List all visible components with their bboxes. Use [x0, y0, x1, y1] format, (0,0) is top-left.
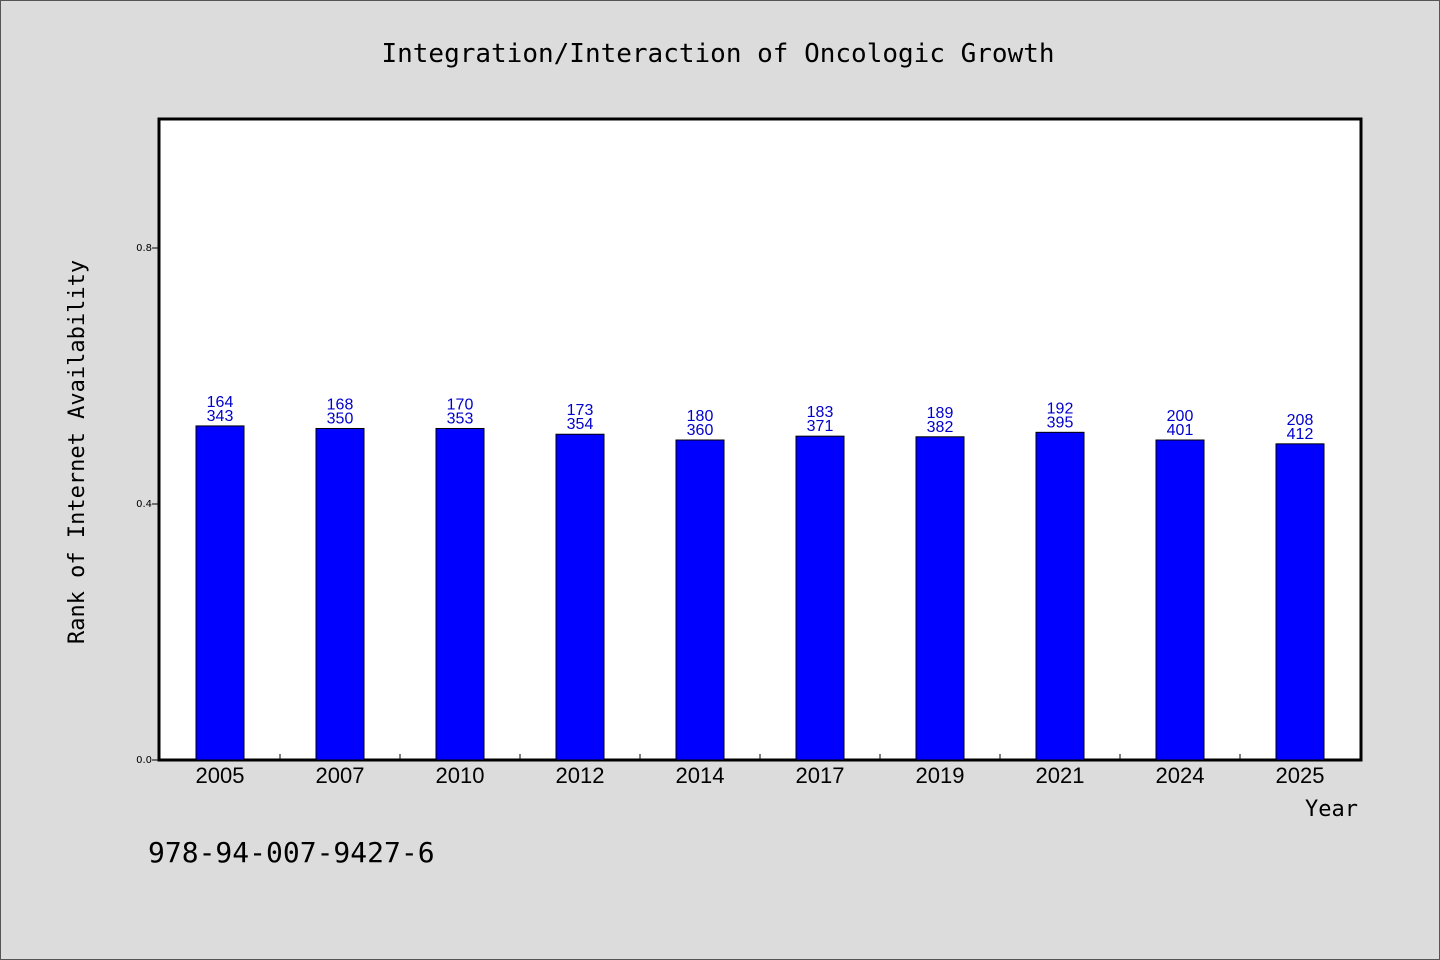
bar [555, 433, 605, 761]
y-tick-label: 0.8 [136, 243, 152, 254]
data-label-bottom: 360 [687, 422, 714, 439]
bars [195, 425, 1325, 761]
data-label-bottom: 395 [1047, 414, 1074, 431]
bar [1035, 431, 1085, 761]
data-label-bottom: 353 [447, 410, 474, 427]
chart-title: Integration/Interaction of Oncologic Gro… [381, 39, 1054, 69]
x-tick-label: 2010 [436, 763, 485, 788]
data-label-bottom: 354 [567, 416, 594, 433]
y-tick-label: 0.0 [136, 755, 152, 766]
bar [915, 436, 965, 761]
x-tick-label: 2025 [1276, 763, 1325, 788]
bar [795, 435, 845, 761]
y-axis-ticks: 0.0 0.4 0.8 [136, 243, 160, 766]
data-label-top: 170 [447, 396, 474, 413]
data-label-top: 189 [927, 405, 954, 422]
data-label-bottom: 382 [927, 419, 954, 436]
y-tick-label: 0.4 [136, 499, 152, 510]
x-axis-label: Year [1305, 797, 1358, 822]
data-label-bottom: 401 [1167, 422, 1194, 439]
bar [435, 427, 485, 761]
data-label-top: 168 [327, 396, 354, 413]
data-label-bottom: 371 [807, 418, 834, 435]
x-tick-label: 2024 [1156, 763, 1205, 788]
data-label-top: 192 [1047, 400, 1074, 417]
x-tick-label: 2019 [916, 763, 965, 788]
bar [1275, 443, 1325, 761]
bar [315, 427, 365, 761]
data-label-top: 208 [1287, 412, 1314, 429]
x-tick-label: 2014 [676, 763, 725, 788]
x-tick-label: 2021 [1036, 763, 1085, 788]
data-label-bottom: 350 [327, 410, 354, 427]
data-label-top: 200 [1167, 408, 1194, 425]
data-label-top: 173 [567, 402, 594, 419]
isbn-text: 978-94-007-9427-6 [148, 836, 435, 869]
bar [195, 425, 245, 761]
data-label-top: 164 [207, 394, 234, 411]
data-label-top: 180 [687, 408, 714, 425]
data-label-bottom: 412 [1287, 426, 1314, 443]
x-axis-ticks: 2005 2007 2010 2012 2014 2017 2019 2021 2024 2025 [196, 754, 1325, 788]
x-tick-label: 2005 [196, 763, 245, 788]
bar [675, 439, 725, 761]
x-tick-label: 2007 [316, 763, 365, 788]
bar [1155, 439, 1205, 761]
x-tick-label: 2012 [556, 763, 605, 788]
y-axis-label: Rank of Internet Availability [65, 260, 90, 644]
data-label-bottom: 343 [207, 408, 234, 425]
data-label-top: 183 [807, 404, 834, 421]
x-tick-label: 2017 [796, 763, 845, 788]
